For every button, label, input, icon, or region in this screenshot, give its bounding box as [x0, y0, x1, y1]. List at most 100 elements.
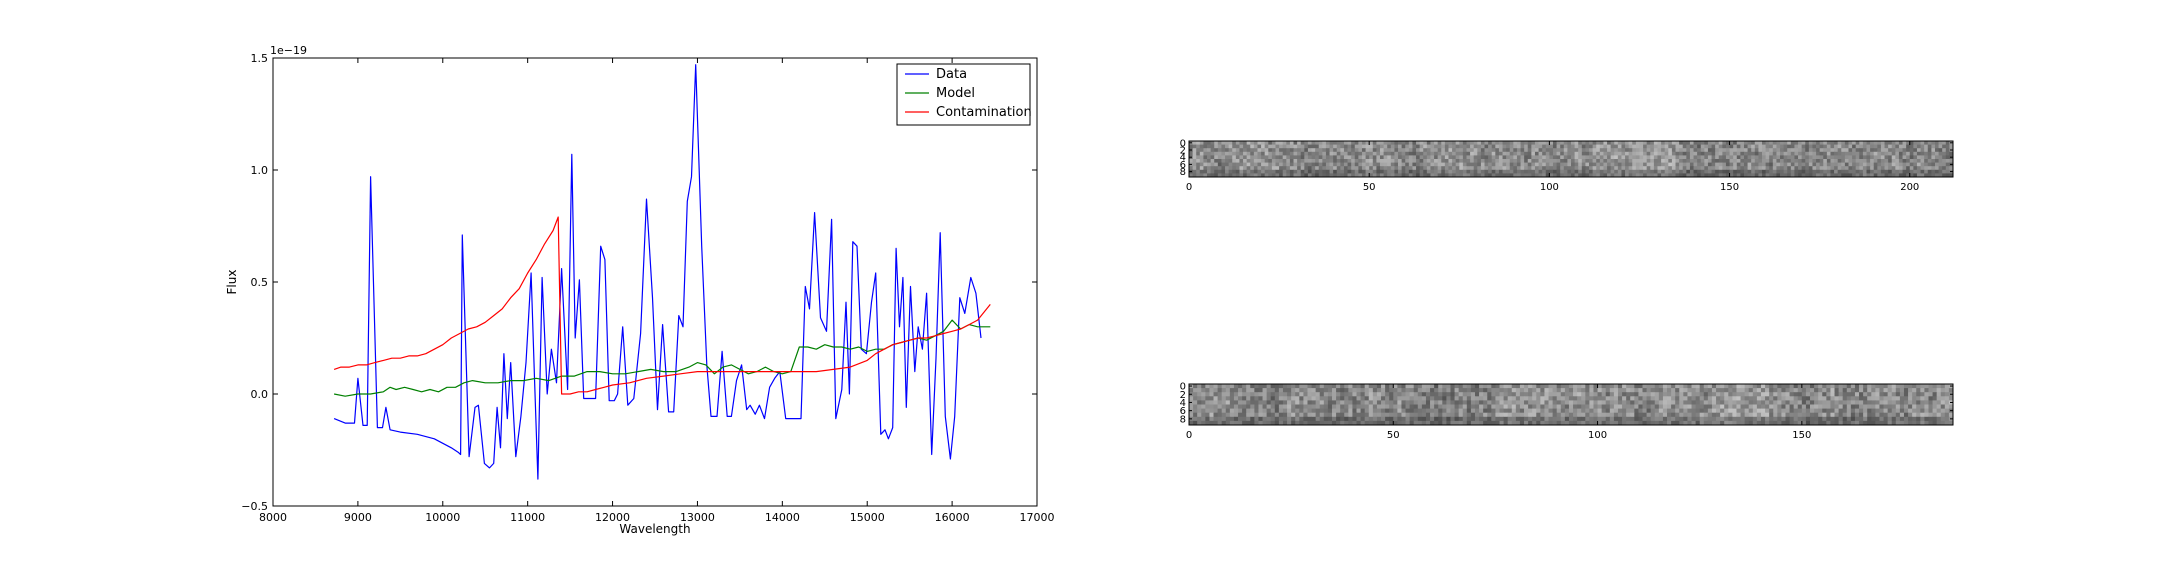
spectrum-image-top-cell [1264, 159, 1269, 163]
spectrum-image-bottom-cell [1193, 388, 1198, 393]
spectrum-image-top-cell [1214, 144, 1219, 149]
spectrum-image-top-cell [1408, 141, 1413, 145]
spectrum-image-bottom-cell [1899, 408, 1905, 414]
spectrum-image-top-cell [1387, 155, 1392, 160]
spectrum-image-bottom-cell [1822, 388, 1827, 393]
spectrum-image-bottom-cell [1336, 384, 1341, 389]
spectrum-image-top-cell [1217, 155, 1222, 160]
spectrum-image-bottom-cell [1560, 388, 1566, 393]
spectrum-image-bottom-cell [1654, 412, 1660, 418]
spectrum-image-bottom-cell [1671, 392, 1676, 397]
spectrum-image-bottom-cell [1617, 404, 1623, 409]
spectrum-image-top-cell [1639, 166, 1644, 171]
spectrum-image-top-cell [1293, 155, 1298, 160]
spectrum-image-bottom-cell [1556, 408, 1562, 414]
spectrum-image-top-cell [1289, 173, 1294, 178]
spectrum-image-bottom-cell [1360, 412, 1366, 418]
spectrum-image-top-cell [1347, 159, 1352, 163]
spectrum-image-bottom-cell [1364, 384, 1370, 389]
spectrum-image-top-cell [1412, 141, 1417, 145]
spectrum-image-top-cell [1780, 148, 1785, 153]
spectrum-image-bottom-cell [1254, 396, 1259, 401]
spectrum-image-top-cell [1823, 155, 1828, 160]
spectrum-image-top-cell [1261, 144, 1266, 149]
spectrum-image-bottom-cell [1924, 392, 1929, 397]
spectrum-image-bottom-cell [1854, 408, 1860, 414]
spectrum-image-top-cell [1574, 169, 1579, 174]
spectrum-image-bottom-cell [1646, 416, 1652, 422]
spectrum-image-bottom-cell [1895, 408, 1901, 414]
spectrum-image-bottom-cell [1834, 384, 1840, 389]
spectrum-image-bottom-cell [1675, 408, 1680, 414]
spectrum-image-top-cell [1480, 155, 1485, 160]
spectrum-image-top-cell [1798, 148, 1803, 153]
spectrum-image-bottom-cell [1462, 416, 1468, 422]
spectrum-image-bottom-cell [1736, 400, 1741, 405]
spectrum-image-bottom-cell [1470, 420, 1476, 426]
spectrum-image-bottom-cell [1822, 396, 1827, 401]
spectrum-image-top-cell [1250, 155, 1255, 160]
spectrum-image-top-cell [1639, 141, 1644, 145]
spectrum-image-top-cell [1390, 151, 1395, 156]
spectrum-image-top-cell [1603, 169, 1608, 174]
spectrum-image-top-cell [1816, 144, 1821, 149]
spectrum-image-top-cell [1704, 151, 1709, 156]
spectrum-image-top-cell [1873, 141, 1878, 145]
spectrum-image-top-cell [1333, 141, 1338, 145]
spectrum-image-top-cell [1826, 159, 1831, 163]
spectrum-image-bottom-cell [1540, 392, 1545, 397]
spectrum-image-bottom-cell [1793, 416, 1799, 422]
spectrum-image-top-cell [1556, 151, 1561, 156]
spectrum-image-top-cell [1207, 159, 1212, 163]
spectrum-image-top-cell [1801, 141, 1806, 145]
spectrum-image-bottom-cell [1266, 384, 1272, 389]
spectrum-image-top-cell [1477, 141, 1482, 145]
spectrum-image-top-cell [1318, 141, 1323, 145]
spectrum-image-bottom-cell [1752, 420, 1758, 426]
spectrum-image-top-cell [1621, 169, 1626, 174]
spectrum-image-bottom-cell [1528, 392, 1533, 397]
spectrum-image-top-cell [1253, 155, 1258, 160]
spectrum-image-top-cell [1217, 144, 1222, 149]
spectrum-image-top-cell [1225, 169, 1230, 174]
spectrum-image-top-cell [1542, 162, 1547, 167]
spectrum-image-top-cell [1524, 151, 1529, 156]
spectrum-image-top-cell [1596, 162, 1601, 167]
spectrum-image-bottom-cell [1912, 412, 1917, 418]
spectrum-image-bottom-cell [1221, 404, 1227, 409]
spectrum-image-top-cell [1390, 159, 1395, 163]
spectrum-image-bottom-cell [1814, 384, 1819, 389]
spectrum-image-top-cell [1783, 162, 1788, 167]
spectrum-image-top-cell [1736, 148, 1741, 153]
spectrum-image-bottom-cell [1417, 396, 1423, 401]
spectrum-image-bottom-cell [1221, 400, 1227, 405]
spectrum-image-top-cell [1877, 155, 1882, 160]
spectrum-image-bottom-cell [1524, 388, 1529, 393]
spectrum-image-bottom-cell [1769, 412, 1774, 418]
spectrum-image-bottom-cell [1421, 384, 1427, 389]
spectrum-image-bottom-cell [1442, 416, 1447, 422]
spectrum-image-top-cell [1906, 159, 1911, 163]
spectrum-image-top-cell [1502, 151, 1507, 156]
spectrum-image-bottom-cell [1568, 412, 1574, 418]
spectrum-image-top-cell [1336, 162, 1341, 167]
spectrum-image-top-cell [1408, 144, 1413, 149]
spectrum-image-top-cell [1722, 151, 1727, 156]
spectrum-image-top-cell [1870, 144, 1875, 149]
spectrum-image-top-cell [1401, 141, 1406, 145]
spectrum-image-bottom-cell [1662, 420, 1668, 426]
spectrum-image-top-cell [1650, 144, 1655, 149]
spectrum-image-top-cell [1524, 144, 1529, 149]
spectrum-image-top-cell [1751, 141, 1756, 145]
spectrum-image-top-cell [1826, 166, 1831, 171]
spectrum-image-top-cell [1913, 141, 1918, 145]
spectrum-image-bottom-cell [1474, 420, 1480, 426]
spectrum-image-bottom-cell [1254, 400, 1259, 405]
spectrum-image-bottom-cell [1262, 392, 1268, 397]
spectrum-image-top-cell [1758, 162, 1763, 167]
spectrum-image-bottom-cell [1773, 408, 1778, 414]
spectrum-image-bottom-cell [1430, 392, 1435, 397]
spectrum-image-top-cell [1268, 169, 1273, 174]
spectrum-image-top-cell [1336, 159, 1341, 163]
spectrum-image-bottom-cell [1511, 420, 1517, 426]
